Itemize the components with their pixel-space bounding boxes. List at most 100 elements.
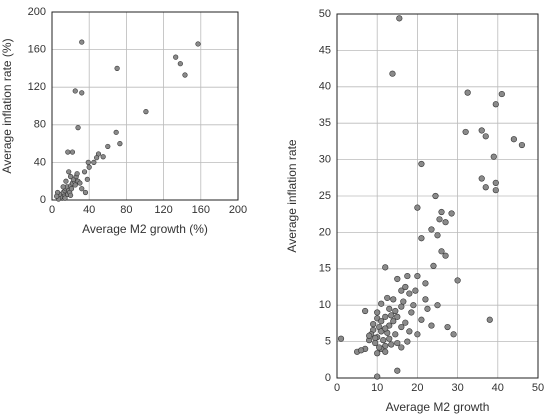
point: [143, 109, 149, 115]
point: [422, 280, 429, 287]
point: [398, 344, 405, 351]
y-tick-label: 120: [28, 81, 46, 93]
point: [374, 373, 381, 380]
y-axis-label: Average inflation rate: [285, 139, 299, 253]
point: [448, 210, 455, 217]
y-tick-label: 40: [319, 81, 331, 93]
point: [492, 101, 499, 108]
point: [462, 128, 469, 136]
x-tick-label: 40: [492, 382, 504, 394]
point: [464, 89, 471, 96]
point: [424, 305, 431, 312]
point: [398, 323, 405, 331]
point: [384, 294, 391, 302]
point: [366, 332, 373, 339]
point: [79, 90, 85, 96]
point: [406, 328, 413, 335]
point: [434, 232, 441, 239]
x-tick-label: 30: [451, 382, 463, 394]
x-tick-label: 120: [154, 204, 172, 216]
x-tick-label: 200: [229, 204, 247, 216]
point: [79, 186, 85, 192]
point: [105, 143, 111, 150]
point: [510, 136, 517, 143]
point: [482, 133, 489, 140]
y-tick-label: 200: [28, 6, 46, 18]
point: [66, 169, 72, 175]
y-tick-label: 30: [319, 154, 331, 166]
point: [389, 70, 396, 77]
point: [418, 160, 425, 168]
point: [390, 318, 397, 325]
point: [438, 248, 445, 255]
point: [382, 264, 389, 271]
y-tick-label: 0: [325, 372, 331, 384]
plot-frame: [51, 11, 239, 201]
y-tick-label: 80: [34, 119, 46, 131]
point: [378, 318, 385, 325]
point: [454, 277, 461, 284]
point: [382, 348, 389, 355]
y-tick-label: 5: [325, 336, 331, 348]
point: [378, 300, 385, 307]
point: [414, 204, 421, 211]
point: [430, 262, 437, 269]
y-tick-label: 35: [319, 117, 331, 129]
x-tick-label: 10: [371, 382, 383, 394]
point: [406, 290, 413, 297]
point: [404, 272, 411, 280]
point: [412, 287, 419, 294]
point: [82, 189, 89, 196]
point: [414, 272, 421, 280]
point: [117, 141, 123, 147]
point: [450, 331, 457, 338]
point: [63, 178, 69, 184]
point: [394, 367, 401, 374]
x-tick-label: 20: [411, 382, 423, 394]
point: [408, 309, 415, 316]
x-tick-label: 40: [83, 204, 95, 216]
point: [75, 125, 81, 131]
point: [400, 298, 407, 305]
point: [100, 154, 106, 160]
point: [498, 90, 505, 98]
point: [67, 192, 74, 198]
point: [81, 169, 88, 175]
point: [492, 179, 499, 186]
point: [382, 313, 389, 320]
point: [54, 193, 60, 199]
point: [482, 184, 489, 191]
point: [69, 149, 76, 155]
point: [442, 219, 449, 226]
point: [362, 307, 369, 315]
point: [77, 180, 83, 186]
point: [436, 216, 443, 223]
y-tick-label: 20: [319, 226, 331, 238]
point: [113, 129, 119, 135]
point: [370, 321, 377, 328]
point: [442, 252, 449, 259]
point: [386, 305, 393, 312]
x-tick-label: 50: [532, 382, 544, 394]
x-axis-label: Average M2 growth: [386, 400, 490, 414]
point: [382, 325, 389, 332]
point: [380, 337, 387, 344]
x-axis-label: Average M2 growth (%): [82, 222, 208, 236]
y-tick-label: 160: [28, 44, 46, 56]
point: [91, 159, 97, 165]
plot-frame: [336, 13, 539, 379]
point: [490, 153, 497, 160]
point: [410, 302, 417, 309]
point: [478, 175, 485, 182]
point: [390, 296, 397, 303]
point: [396, 15, 403, 22]
point: [358, 347, 365, 354]
y-tick-label: 25: [319, 190, 331, 202]
point: [404, 338, 411, 345]
x-tick-label: 160: [192, 204, 210, 216]
point: [60, 184, 66, 190]
point: [374, 350, 381, 357]
point: [372, 334, 379, 342]
x-tick-label: 80: [120, 204, 132, 216]
point: [85, 159, 91, 165]
